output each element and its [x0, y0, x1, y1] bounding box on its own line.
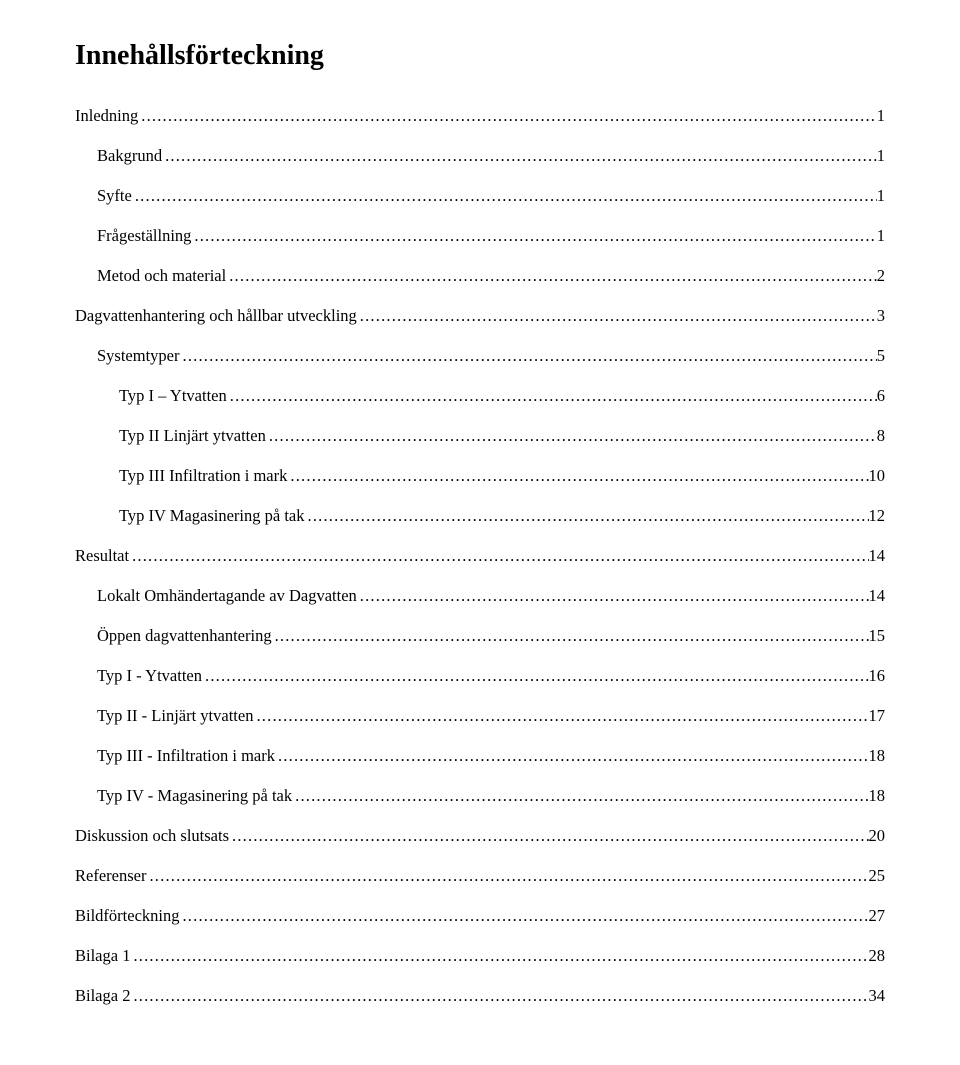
toc-row: Typ I - Ytvatten 16: [75, 668, 885, 685]
toc-leader: [227, 388, 877, 405]
toc-label: Bilaga 1: [75, 948, 130, 965]
toc-leader: [287, 468, 868, 485]
toc-row: Typ IV Magasinering på tak 12: [75, 508, 885, 525]
table-of-contents: Inledning 1 Bakgrund 1 Syfte 1 Frågeställning 1…: [75, 108, 885, 1005]
toc-page-number: 15: [869, 628, 886, 645]
toc-row: Typ III - Infiltration i mark 18: [75, 748, 885, 765]
toc-page-number: 3: [877, 308, 885, 325]
toc-page-number: 28: [869, 948, 886, 965]
toc-page-number: 18: [869, 748, 886, 765]
toc-page-number: 10: [869, 468, 886, 485]
toc-row: Typ II Linjärt ytvatten 8: [75, 428, 885, 445]
toc-page-number: 12: [869, 508, 886, 525]
toc-row: Typ IV - Magasinering på tak 18: [75, 788, 885, 805]
toc-label: Dagvattenhantering och hållbar utvecklin…: [75, 308, 357, 325]
toc-leader: [138, 108, 877, 125]
toc-leader: [130, 988, 868, 1005]
toc-label: Typ II - Linjärt ytvatten: [97, 708, 253, 725]
toc-row: Metod och material 2: [75, 268, 885, 285]
toc-row: Öppen dagvattenhantering 15: [75, 628, 885, 645]
toc-row: Diskussion och slutsats 20: [75, 828, 885, 845]
toc-leader: [162, 148, 877, 165]
toc-page-number: 1: [877, 148, 885, 165]
toc-row: Bakgrund 1: [75, 148, 885, 165]
toc-page-number: 27: [869, 908, 886, 925]
toc-row: Lokalt Omhändertagande av Dagvatten 14: [75, 588, 885, 605]
toc-row: Typ II - Linjärt ytvatten 17: [75, 708, 885, 725]
toc-row: Typ III Infiltration i mark 10: [75, 468, 885, 485]
toc-leader: [357, 308, 877, 325]
toc-leader: [191, 228, 876, 245]
toc-leader: [146, 868, 868, 885]
toc-page-number: 1: [877, 108, 885, 125]
page-title: Innehållsförteckning: [75, 40, 885, 72]
toc-label: Systemtyper: [97, 348, 180, 365]
toc-label: Typ III Infiltration i mark: [119, 468, 287, 485]
toc-label: Typ IV - Magasinering på tak: [97, 788, 292, 805]
toc-label: Syfte: [97, 188, 132, 205]
toc-label: Typ I – Ytvatten: [119, 388, 227, 405]
toc-row: Systemtyper 5: [75, 348, 885, 365]
toc-label: Resultat: [75, 548, 129, 565]
toc-leader: [272, 628, 869, 645]
toc-row: Bilaga 1 28: [75, 948, 885, 965]
toc-page-number: 16: [869, 668, 886, 685]
toc-row: Dagvattenhantering och hållbar utvecklin…: [75, 308, 885, 325]
toc-row: Syfte 1: [75, 188, 885, 205]
toc-leader: [305, 508, 869, 525]
toc-row: Inledning 1: [75, 108, 885, 125]
toc-page-number: 20: [869, 828, 886, 845]
toc-row: Typ I – Ytvatten 6: [75, 388, 885, 405]
toc-label: Bakgrund: [97, 148, 162, 165]
toc-label: Inledning: [75, 108, 138, 125]
toc-leader: [275, 748, 869, 765]
toc-page-number: 2: [877, 268, 885, 285]
toc-page-number: 14: [869, 548, 886, 565]
toc-label: Öppen dagvattenhantering: [97, 628, 272, 645]
toc-page-number: 5: [877, 348, 885, 365]
toc-leader: [129, 548, 868, 565]
toc-leader: [180, 348, 877, 365]
toc-page-number: 8: [877, 428, 885, 445]
toc-leader: [253, 708, 868, 725]
toc-label: Typ III - Infiltration i mark: [97, 748, 275, 765]
toc-leader: [357, 588, 869, 605]
toc-leader: [179, 908, 868, 925]
toc-label: Typ II Linjärt ytvatten: [119, 428, 266, 445]
toc-page-number: 6: [877, 388, 885, 405]
toc-page-number: 14: [869, 588, 886, 605]
toc-page-number: 25: [869, 868, 886, 885]
toc-row: Bildförteckning 27: [75, 908, 885, 925]
toc-page-number: 34: [869, 988, 886, 1005]
toc-label: Referenser: [75, 868, 146, 885]
toc-leader: [229, 828, 868, 845]
toc-label: Typ IV Magasinering på tak: [119, 508, 305, 525]
toc-row: Resultat 14: [75, 548, 885, 565]
toc-leader: [132, 188, 877, 205]
toc-label: Typ I - Ytvatten: [97, 668, 202, 685]
toc-row: Frågeställning 1: [75, 228, 885, 245]
toc-label: Metod och material: [97, 268, 226, 285]
toc-leader: [130, 948, 868, 965]
toc-page-number: 18: [869, 788, 886, 805]
toc-label: Diskussion och slutsats: [75, 828, 229, 845]
toc-label: Lokalt Omhändertagande av Dagvatten: [97, 588, 357, 605]
toc-page-number: 1: [877, 188, 885, 205]
toc-label: Bilaga 2: [75, 988, 130, 1005]
toc-label: Frågeställning: [97, 228, 191, 245]
toc-page-number: 17: [869, 708, 886, 725]
toc-leader: [266, 428, 877, 445]
toc-row: Referenser 25: [75, 868, 885, 885]
toc-row: Bilaga 2 34: [75, 988, 885, 1005]
toc-page-number: 1: [877, 228, 885, 245]
toc-label: Bildförteckning: [75, 908, 179, 925]
toc-leader: [202, 668, 869, 685]
toc-leader: [292, 788, 868, 805]
toc-leader: [226, 268, 877, 285]
